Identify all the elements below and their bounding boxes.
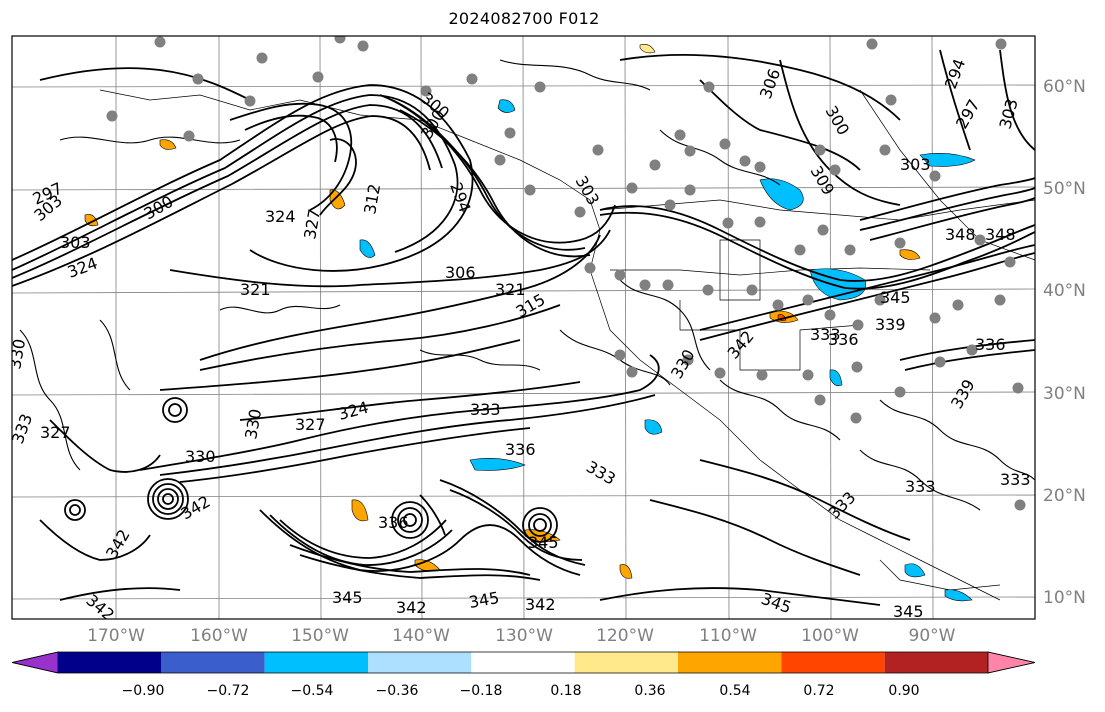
colorbar-swatch xyxy=(574,652,678,673)
contour-label: 345 xyxy=(528,533,559,552)
colorbar-swatch xyxy=(368,652,472,673)
contour-label: 306 xyxy=(445,263,476,282)
colorbar-swatch xyxy=(161,652,265,673)
contour-label: 303 xyxy=(60,233,91,252)
contour-label: 330 xyxy=(5,337,29,370)
contour-label: 336 xyxy=(505,440,536,459)
colorbar-swatch xyxy=(678,652,782,673)
contour-label: 330 xyxy=(185,447,216,466)
colorbar-extend-min xyxy=(11,651,59,674)
contour-label: 345 xyxy=(880,288,911,307)
colorbar-tick-label: 0.18 xyxy=(550,683,582,699)
lat-label: 40°N xyxy=(1043,281,1086,301)
map-frame xyxy=(11,35,1036,620)
contour-label: 345 xyxy=(332,588,363,607)
lat-label: 50°N xyxy=(1043,179,1086,199)
contour-label: 336 xyxy=(828,330,859,349)
colorbar-tick-label: −0.36 xyxy=(375,683,419,699)
colorbar-swatch xyxy=(471,652,575,673)
colorbar-tick-label: −0.18 xyxy=(459,683,503,699)
colorbar-tick-label: 0.90 xyxy=(888,683,920,699)
contour-label: 333 xyxy=(470,400,501,419)
lon-label: 120°W xyxy=(596,626,654,646)
colorbar xyxy=(11,651,1036,674)
contour-label: 327 xyxy=(295,415,326,434)
colorbar-tick-label: −0.72 xyxy=(206,683,250,699)
lat-label: 30°N xyxy=(1043,384,1086,404)
colorbar-tick-label: −0.54 xyxy=(290,683,334,699)
colorbar-extend-max xyxy=(987,651,1036,674)
colorbar-tick-label: −0.90 xyxy=(121,683,165,699)
contour-label: 333 xyxy=(905,477,936,496)
contour-label: 321 xyxy=(495,280,526,299)
contour-label: 336 xyxy=(975,335,1006,354)
contour-label: 348 xyxy=(985,225,1016,244)
colorbar-swatch xyxy=(264,652,368,673)
colorbar-swatch xyxy=(781,652,885,673)
lon-label: 150°W xyxy=(291,626,349,646)
contour-label: 303 xyxy=(900,155,931,174)
lon-label: 90°W xyxy=(908,626,956,646)
contour-label: 333 xyxy=(1000,470,1031,489)
lat-label: 10°N xyxy=(1043,588,1086,608)
coastlines xyxy=(99,89,1035,601)
lon-label: 170°W xyxy=(87,626,145,646)
figure-title: 2024082700 F012 xyxy=(448,9,600,28)
contour-label: 342 xyxy=(525,595,556,614)
contour-label: 336 xyxy=(378,513,409,532)
lat-label: 60°N xyxy=(1043,77,1086,97)
station-markers xyxy=(106,36,1026,511)
contour-label: 348 xyxy=(945,225,976,244)
lat-label: 20°N xyxy=(1043,486,1086,506)
colorbar-swatch xyxy=(884,652,988,673)
contour-label: 345 xyxy=(893,602,924,621)
lon-label: 160°W xyxy=(190,626,248,646)
colorbar-swatch xyxy=(58,652,162,673)
contour-label: 339 xyxy=(875,315,906,334)
contour-label: 342 xyxy=(396,598,427,617)
colorbar-tick-label: 0.72 xyxy=(803,683,835,699)
contour-label: 321 xyxy=(240,280,271,299)
contour-label: 324 xyxy=(265,207,296,226)
lon-label: 110°W xyxy=(699,626,757,646)
contour-label: 327 xyxy=(40,423,71,442)
colorbar-tick-label: 0.54 xyxy=(719,683,751,699)
contour-label: 333 xyxy=(810,325,841,344)
contour-lines xyxy=(12,49,1035,606)
colorbar-tick-label: 0.36 xyxy=(634,683,666,699)
lon-label: 100°W xyxy=(801,626,859,646)
colorbar-outline xyxy=(11,651,1036,674)
lon-label: 130°W xyxy=(495,626,553,646)
lon-label: 140°W xyxy=(392,626,450,646)
